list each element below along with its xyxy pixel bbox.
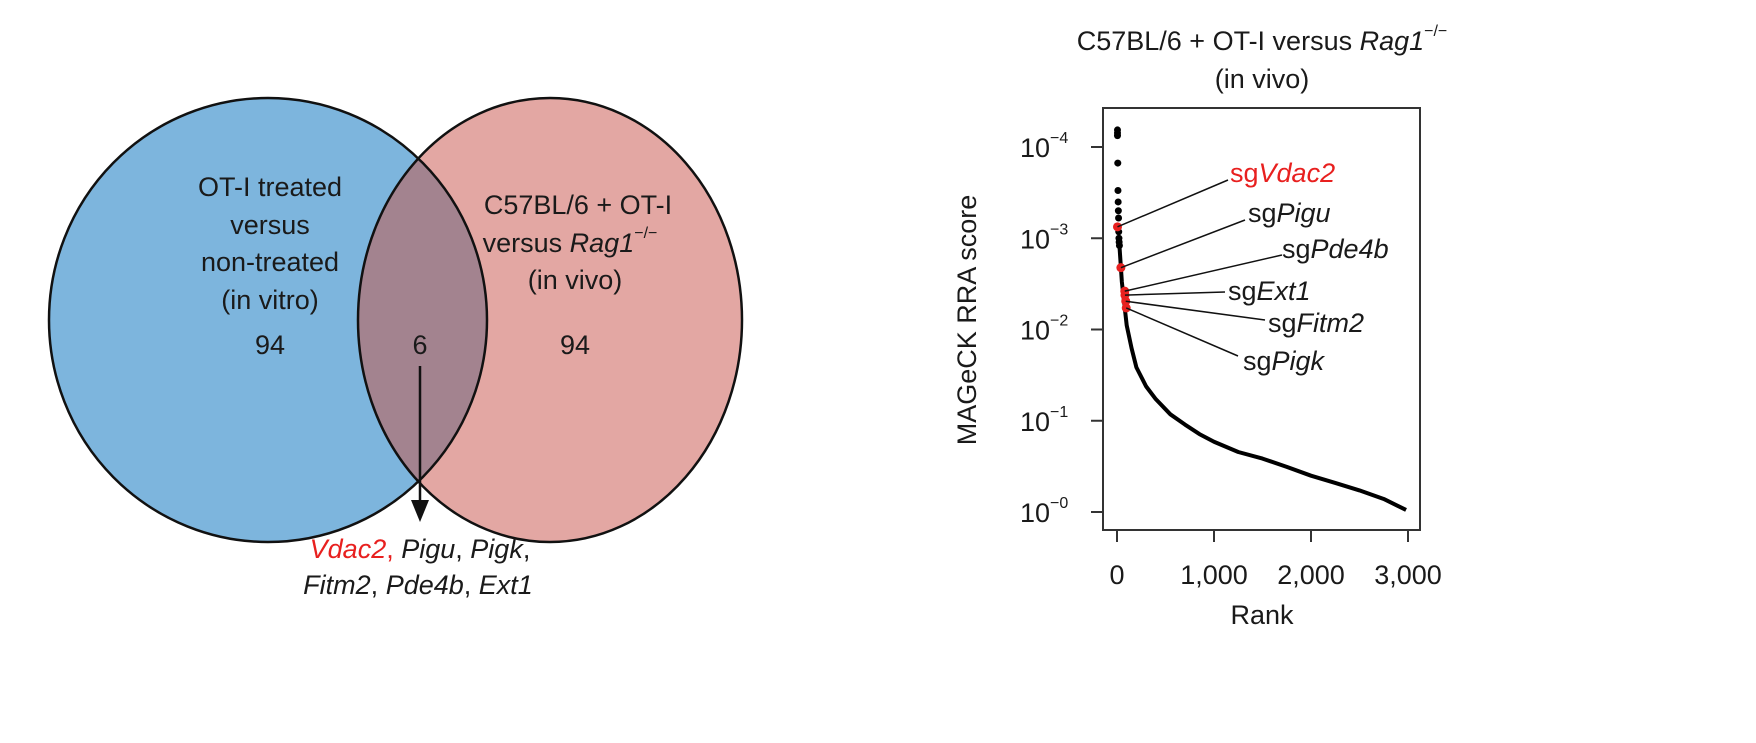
annotation-gene: Pigu	[1277, 198, 1331, 228]
annotation-label-vdac2: sgVdac2	[1230, 158, 1335, 188]
venn-left-line: (in vitro)	[221, 285, 319, 315]
y-tick-exponent: −3	[1050, 221, 1068, 238]
annotation-leader-line	[1125, 307, 1239, 357]
y-tick-label: 10−0	[1020, 495, 1068, 528]
data-point	[1115, 214, 1123, 222]
chart-title-line1: C57BL/6 + OT-I versus Rag1−/−	[1077, 23, 1448, 56]
x-tick-label: 1,000	[1180, 560, 1248, 590]
annotation-label-ext1: sgExt1	[1228, 276, 1311, 306]
venn-right-count: 94	[560, 330, 590, 360]
axes: 10−410−310−210−110−00 1,000 2,000 3,000	[1020, 130, 1442, 590]
annotation-prefix: sg	[1228, 276, 1257, 306]
data-point	[1114, 198, 1122, 206]
x-tick-label: 3,000	[1374, 560, 1442, 590]
y-tick-label: 10−2	[1020, 313, 1068, 346]
data-point	[1114, 159, 1122, 167]
venn-left-line: OT-I treated	[198, 172, 342, 202]
data-marks	[1112, 126, 1407, 512]
annotation-gene: Pigk	[1272, 346, 1326, 376]
y-tick-exponent: −2	[1050, 313, 1068, 330]
gene-name: Ext1	[479, 570, 533, 600]
annotation-prefix: sg	[1282, 234, 1311, 264]
y-tick-exponent: −0	[1050, 495, 1068, 512]
gene-separator: ,	[464, 570, 479, 600]
annotation-label-pigk: sgPigk	[1243, 346, 1326, 376]
gene-name: Fitm2	[303, 570, 371, 600]
annotation-leader-line	[1124, 291, 1226, 296]
annotation-gene: Ext1	[1257, 276, 1311, 306]
gene-name: Pde4b	[386, 570, 464, 600]
y-tick-base: 10	[1020, 133, 1050, 163]
venn-overlap-count: 6	[412, 330, 427, 360]
venn-overlap	[358, 98, 487, 542]
venn-right-line: versus Rag1−/−	[483, 225, 658, 258]
data-point	[1113, 132, 1121, 140]
rank-plot: C57BL/6 + OT-I versus Rag1−/− (in vivo) …	[952, 23, 1447, 630]
gene-name: Pigu	[401, 534, 455, 564]
annotation-leader-line	[1117, 179, 1229, 228]
annotation-gene: Fitm2	[1297, 308, 1365, 338]
venn-left-line: non-treated	[201, 247, 339, 277]
annotation-prefix: sg	[1230, 158, 1259, 188]
annotation-gene: Pde4b	[1311, 234, 1389, 264]
overlap-genes-line1: Vdac2, Pigu, Pigk,	[310, 534, 531, 564]
annotation-leader-line	[1120, 219, 1246, 269]
gene-separator: ,	[455, 534, 470, 564]
y-tick-base: 10	[1020, 407, 1050, 437]
annotation-gene: Vdac2	[1259, 158, 1336, 188]
venn-left-label: OT-I treated versus non-treated (in vitr…	[198, 172, 342, 315]
overlap-genes-line2: Fitm2, Pde4b, Ext1	[303, 570, 533, 600]
y-axis-label: MAGeCK RRA score	[952, 195, 982, 446]
x-tick-label: 0	[1109, 560, 1124, 590]
venn-left-count: 94	[255, 330, 285, 360]
chart-title-line2: (in vivo)	[1215, 64, 1310, 94]
venn-right-line: (in vivo)	[528, 265, 623, 295]
arrow-head-icon	[411, 500, 429, 522]
annotation-prefix: sg	[1243, 346, 1272, 376]
gene-name: Pigk	[470, 534, 524, 564]
venn-diagram: OT-I treated versus non-treated (in vitr…	[47, 96, 744, 600]
y-tick-label: 10−3	[1020, 221, 1068, 254]
plot-frame	[1102, 107, 1421, 531]
annotation-leader-line	[1124, 254, 1283, 292]
gene-separator: ,	[371, 570, 386, 600]
y-tick-exponent: −1	[1050, 404, 1068, 421]
data-point	[1114, 187, 1122, 195]
venn-left-circle	[49, 98, 487, 542]
y-tick-label: 10−1	[1020, 404, 1068, 437]
annotation-label-pigu: sgPigu	[1248, 198, 1331, 228]
y-tick-base: 10	[1020, 224, 1050, 254]
rank-curve	[1117, 245, 1407, 512]
venn-left-line: versus	[230, 210, 310, 240]
annotation-prefix: sg	[1248, 198, 1277, 228]
venn-right-line: C57BL/6 + OT-I	[484, 190, 672, 220]
y-tick-label: 10−4	[1020, 130, 1068, 163]
gene-separator: ,	[386, 534, 401, 564]
gene-name: Vdac2	[310, 534, 387, 564]
venn-right-label: C57BL/6 + OT-I versus Rag1−/− (in vivo)	[483, 190, 673, 295]
y-tick-base: 10	[1020, 498, 1050, 528]
data-point	[1115, 241, 1123, 249]
annotation-label-pde4b: sgPde4b	[1282, 234, 1389, 264]
venn-right-outline	[356, 96, 744, 544]
annotation-leader-line	[1125, 300, 1266, 321]
x-axis-label: Rank	[1230, 600, 1294, 630]
venn-left-outline	[47, 96, 489, 544]
x-tick-label: 2,000	[1277, 560, 1345, 590]
data-point	[1114, 207, 1122, 215]
y-tick-base: 10	[1020, 316, 1050, 346]
annotation-label-fitm2: sgFitm2	[1268, 308, 1364, 338]
y-tick-exponent: −4	[1050, 130, 1068, 147]
annotation-prefix: sg	[1268, 308, 1297, 338]
gene-separator: ,	[523, 534, 531, 564]
